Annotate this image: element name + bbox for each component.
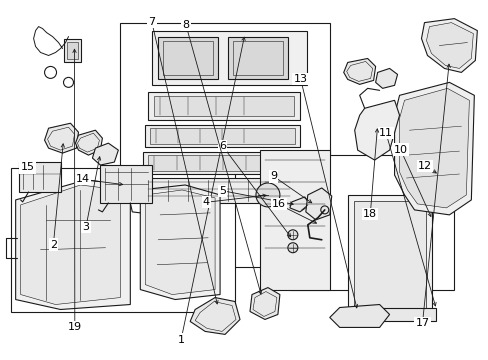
Bar: [11, 168, 235, 312]
Bar: [150, 128, 294, 144]
Text: 7: 7: [148, 17, 155, 27]
Text: 4: 4: [203, 197, 210, 207]
Bar: [148, 92, 299, 120]
Polygon shape: [329, 305, 389, 328]
Bar: [154, 96, 293, 116]
Text: 3: 3: [82, 222, 89, 231]
Text: 5: 5: [219, 186, 225, 196]
Polygon shape: [260, 150, 329, 289]
Text: 6: 6: [219, 141, 225, 151]
Text: 17: 17: [415, 319, 428, 328]
Bar: [289, 155, 453, 289]
Polygon shape: [289, 197, 309, 212]
Bar: [343, 307, 436, 321]
Polygon shape: [75, 130, 102, 155]
Bar: [142, 178, 303, 203]
Text: 14: 14: [76, 174, 89, 184]
Text: 10: 10: [393, 144, 407, 154]
Polygon shape: [140, 185, 220, 300]
Polygon shape: [92, 143, 118, 165]
Polygon shape: [343, 58, 375, 84]
Bar: [158, 37, 218, 80]
Polygon shape: [305, 188, 331, 220]
Circle shape: [287, 230, 297, 240]
Bar: [347, 195, 431, 315]
Text: 15: 15: [20, 162, 35, 172]
Bar: [227, 37, 287, 80]
Polygon shape: [394, 82, 473, 215]
Text: 13: 13: [293, 74, 307, 84]
Polygon shape: [249, 288, 279, 319]
Text: 11: 11: [378, 128, 392, 138]
Text: 16: 16: [271, 199, 285, 210]
Polygon shape: [145, 190, 215, 294]
Polygon shape: [375, 68, 397, 88]
Bar: [66, 41, 78, 59]
Text: 19: 19: [68, 322, 81, 332]
Polygon shape: [190, 298, 240, 334]
Polygon shape: [426, 23, 472, 68]
Text: 9: 9: [270, 171, 277, 181]
Bar: [100, 165, 152, 203]
Polygon shape: [20, 185, 120, 305]
Bar: [353, 201, 426, 309]
Circle shape: [255, 183, 279, 207]
Bar: [233, 41, 283, 75]
Polygon shape: [354, 100, 399, 160]
Polygon shape: [399, 88, 468, 208]
Bar: [120, 23, 329, 267]
Circle shape: [287, 243, 297, 253]
Text: 2: 2: [50, 239, 57, 249]
Polygon shape: [421, 19, 476, 72]
Bar: [19, 162, 61, 192]
Bar: [145, 125, 299, 147]
Text: 18: 18: [363, 209, 377, 219]
Text: 12: 12: [417, 161, 431, 171]
Bar: [143, 152, 302, 174]
Text: 8: 8: [182, 20, 189, 30]
Polygon shape: [16, 180, 130, 310]
Text: 1: 1: [177, 334, 184, 345]
Polygon shape: [44, 123, 78, 153]
Bar: [152, 31, 306, 85]
Bar: [63, 39, 81, 62]
Bar: [163, 41, 213, 75]
Bar: [148, 155, 297, 171]
